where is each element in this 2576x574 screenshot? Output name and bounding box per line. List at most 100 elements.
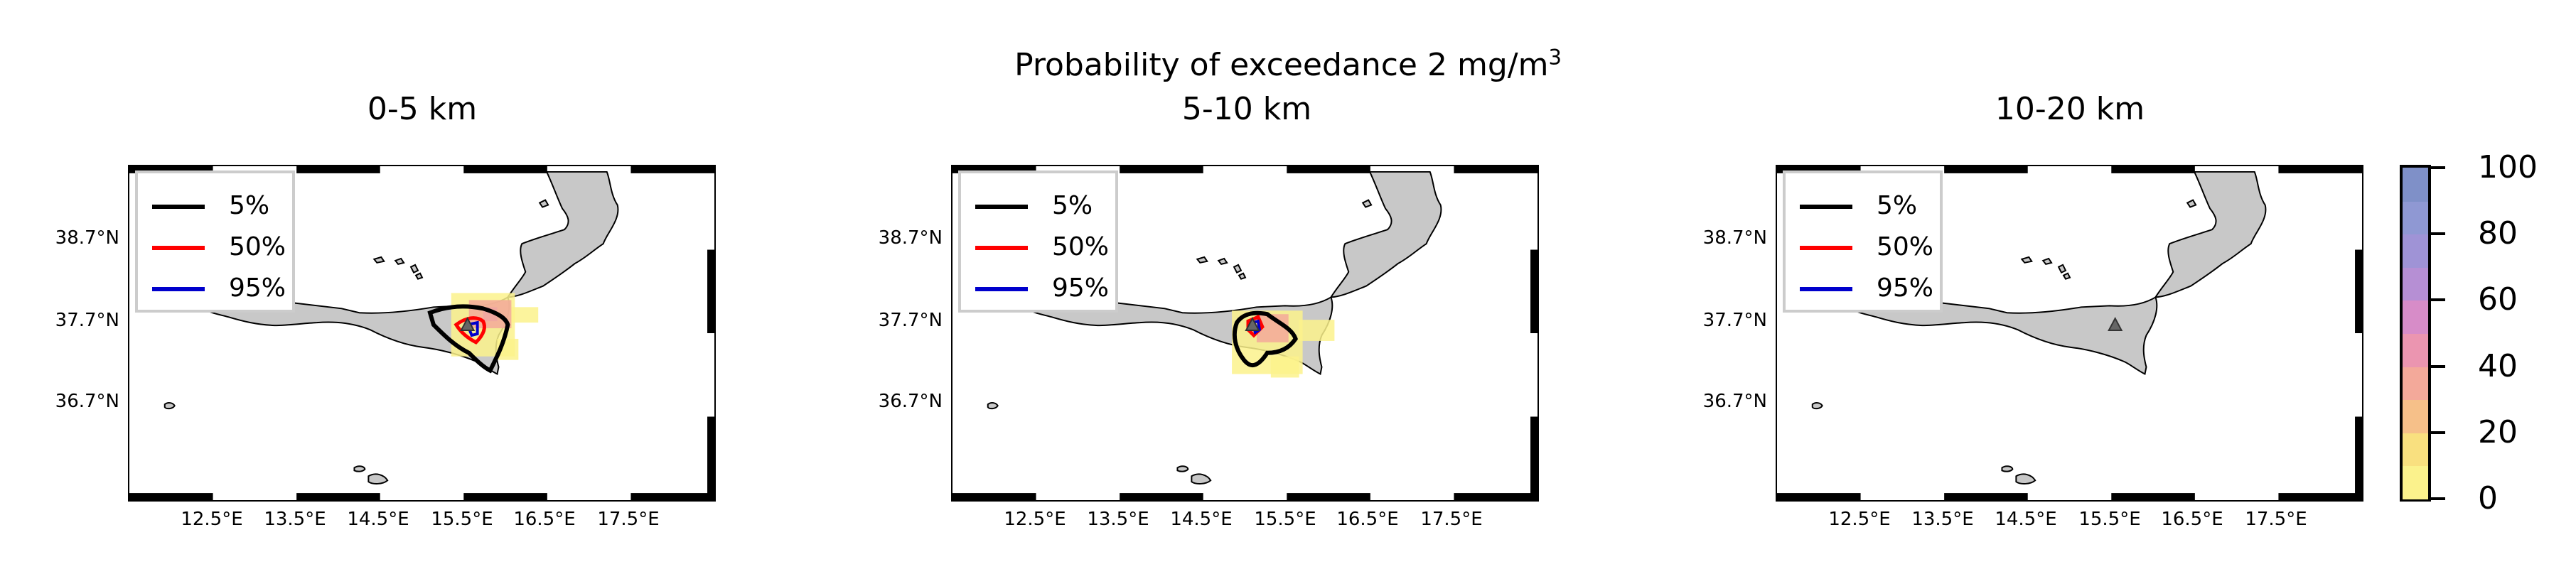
volcano-marker-icon: [460, 317, 476, 332]
island: [1361, 199, 1373, 208]
longitude-label: 14.5°E: [1995, 509, 2057, 530]
contour-95pct: [465, 320, 479, 337]
legend-label: 50%: [1052, 232, 1110, 261]
volcano-marker-icon: [1245, 317, 1260, 332]
island: [2015, 473, 2036, 484]
colorbar-tick: [2431, 232, 2445, 236]
legend-item: 5%: [138, 191, 298, 220]
frame-right-dash: [707, 249, 714, 333]
longitude-label: 17.5°E: [2245, 509, 2307, 530]
frame-right-dash: [1530, 416, 1537, 500]
legend-item: 95%: [138, 274, 298, 303]
frame-top-dash: [952, 166, 1036, 173]
panel-3-subtitle: 10-20 km: [1995, 91, 2145, 127]
latitude-label: 38.7°N: [878, 227, 943, 249]
legend-item: 50%: [961, 232, 1121, 261]
legend-label: 5%: [229, 191, 270, 220]
island: [987, 401, 999, 410]
map-panel-0-5km: 5% 50% 95%: [128, 165, 716, 502]
latitude-label: 37.7°N: [55, 310, 119, 331]
map-panel-10-20km: 5% 50% 95%: [1776, 165, 2363, 502]
island: [163, 401, 176, 410]
frame-top-dash: [1454, 166, 1537, 173]
legend-item: 50%: [1786, 232, 1946, 261]
colorbar-segment: [2403, 432, 2428, 467]
legend-label: 5%: [1052, 191, 1093, 220]
frame-bottom-dash: [1120, 493, 1203, 500]
contour-5pct: [427, 304, 510, 374]
map-panel-5-10km: 5% 50% 95%: [951, 165, 1539, 502]
longitude-label: 12.5°E: [1828, 509, 1891, 530]
latitude-label: 36.7°N: [878, 391, 943, 412]
frame-right-dash: [2355, 416, 2362, 500]
colorbar-tick-label: 0: [2478, 480, 2498, 516]
island: [2186, 199, 2197, 208]
legend-label: 95%: [229, 274, 286, 303]
panel-1-subtitle: 0-5 km: [367, 91, 478, 127]
colorbar-tick: [2431, 166, 2445, 169]
frame-bottom-dash: [2278, 493, 2362, 500]
calabria-land: [506, 170, 619, 298]
longitude-label: 13.5°E: [264, 509, 326, 530]
frame-bottom-dash: [2111, 493, 2195, 500]
legend-item: 95%: [961, 274, 1121, 303]
frame-top-dash: [1287, 166, 1370, 173]
frame-top-dash: [630, 166, 714, 173]
colorbar-segment: [2403, 300, 2428, 334]
colorbar-tick-label: 60: [2478, 281, 2518, 318]
legend-item: 95%: [1786, 274, 1946, 303]
longitude-label: 17.5°E: [597, 509, 660, 530]
legend: 5% 50% 95%: [135, 170, 295, 313]
island: [1238, 272, 1247, 280]
latitude-label: 36.7°N: [1702, 391, 1767, 412]
contour-50pct: [454, 316, 487, 345]
island: [1233, 264, 1243, 274]
longitude-label: 14.5°E: [1170, 509, 1233, 530]
volcano-marker-icon: [2108, 317, 2123, 332]
island: [538, 199, 549, 208]
longitude-label: 12.5°E: [181, 509, 243, 530]
frame-bottom-dash: [129, 493, 213, 500]
calabria-land: [2154, 170, 2267, 298]
legend-label: 50%: [1877, 232, 1934, 261]
legend-swatch: [1800, 246, 1852, 250]
probability-cell: [1299, 320, 1335, 341]
legend-label: 95%: [1877, 274, 1934, 303]
legend-label: 50%: [229, 232, 286, 261]
latitude-label: 38.7°N: [55, 227, 119, 249]
frame-top-dash: [1120, 166, 1203, 173]
colorbar-segment: [2403, 234, 2428, 268]
figure-title: Probability of exceedance 2 mg/m3: [1014, 45, 1562, 83]
frame-bottom-dash: [630, 493, 714, 500]
frame-top-dash: [463, 166, 547, 173]
calabria-land: [1329, 170, 1442, 298]
colorbar-segment: [2403, 333, 2428, 367]
longitude-label: 15.5°E: [431, 509, 493, 530]
frame-right-dash: [1530, 249, 1537, 333]
probability-cell: [511, 307, 539, 323]
legend-item: 5%: [1786, 191, 1946, 220]
longitude-label: 12.5°E: [1004, 509, 1066, 530]
frame-right-dash: [2355, 249, 2362, 333]
longitude-label: 16.5°E: [1336, 509, 1399, 530]
island: [2041, 257, 2053, 265]
island: [1196, 256, 1208, 264]
latitude-label: 36.7°N: [55, 391, 119, 412]
island: [2020, 256, 2033, 264]
frame-top-dash: [296, 166, 380, 173]
legend: 5% 50% 95%: [1783, 170, 1943, 313]
legend-swatch: [975, 205, 1028, 209]
frame-bottom-dash: [463, 493, 547, 500]
frame-bottom-dash: [296, 493, 380, 500]
frame-bottom-dash: [1777, 493, 1861, 500]
colorbar-segment: [2403, 168, 2428, 202]
island: [2001, 465, 2014, 472]
colorbar-tick: [2431, 497, 2445, 500]
island: [414, 272, 424, 280]
legend-swatch: [152, 287, 205, 291]
colorbar-tick: [2431, 364, 2445, 368]
colorbar-segment: [2403, 366, 2428, 401]
frame-top-dash: [1944, 166, 2028, 173]
island: [1176, 465, 1189, 472]
island: [394, 257, 405, 265]
